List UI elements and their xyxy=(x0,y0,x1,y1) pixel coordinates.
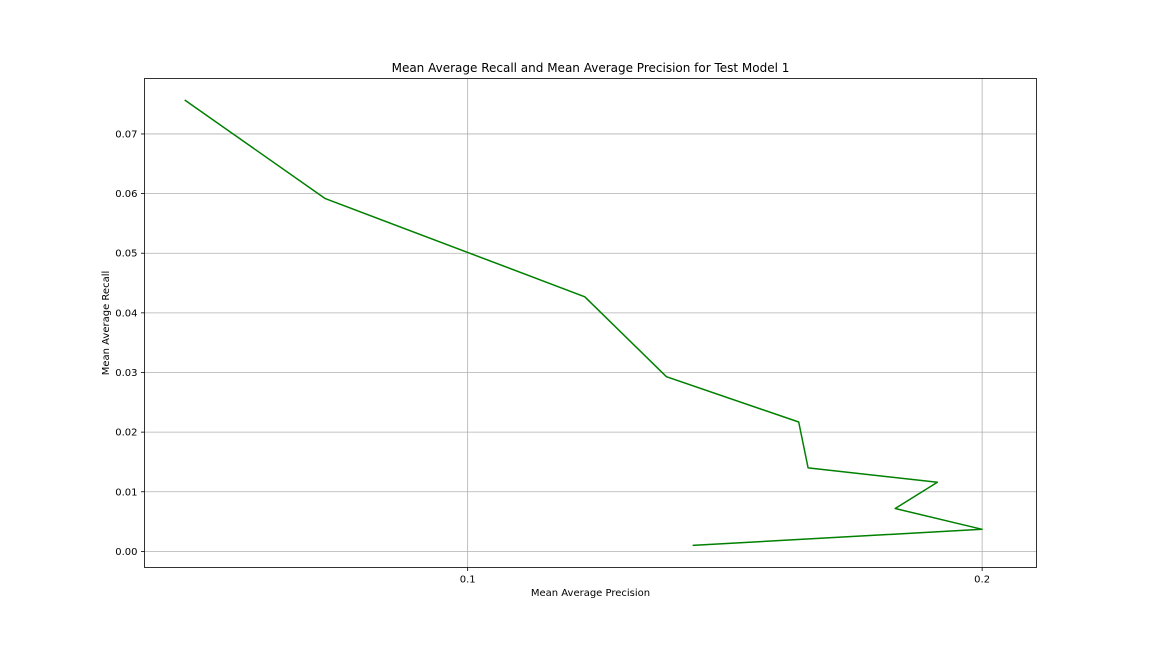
series-layer xyxy=(184,99,983,547)
series-line xyxy=(184,99,983,547)
y-tick-label: 0.05 xyxy=(115,249,137,260)
y-axis-label: Mean Average Recall xyxy=(101,271,112,376)
y-tick-label: 0.03 xyxy=(115,368,137,379)
plot-frame xyxy=(144,78,1037,568)
y-axis-ticks: 0.00 0.01 0.02 0.03 0.04 0.05 0.06 0.07 xyxy=(115,129,145,558)
y-tick-label: 0.00 xyxy=(115,547,137,558)
x-tick-label: 0.1 xyxy=(460,575,476,586)
y-tick-label: 0.07 xyxy=(115,129,137,140)
grid xyxy=(144,78,1037,568)
x-axis-label: Mean Average Precision xyxy=(531,588,650,599)
y-tick-label: 0.01 xyxy=(115,487,137,498)
chart-title: Mean Average Recall and Mean Average Pre… xyxy=(392,61,790,75)
x-tick-label: 0.2 xyxy=(974,575,990,586)
y-tick-label: 0.04 xyxy=(115,308,137,319)
y-tick-label: 0.06 xyxy=(115,189,137,200)
y-tick-label: 0.02 xyxy=(115,428,137,439)
x-axis-ticks: 0.1 0.2 xyxy=(460,567,990,586)
